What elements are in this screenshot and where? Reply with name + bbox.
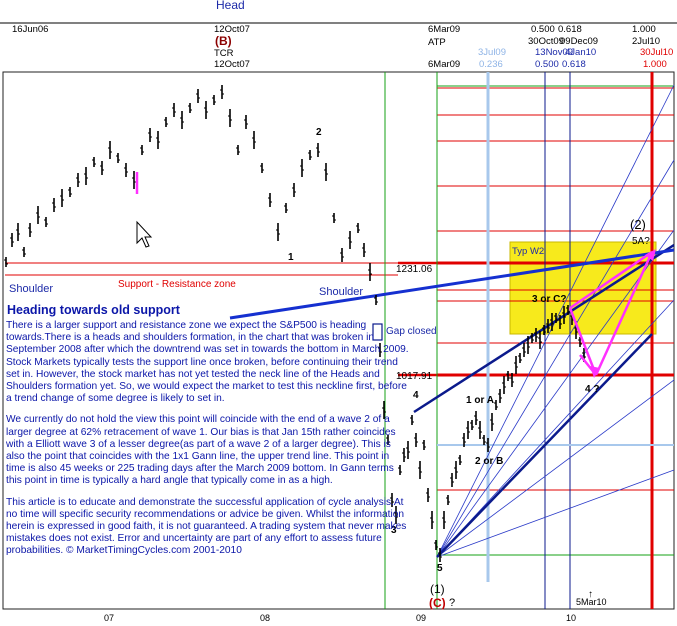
fib-1000-red: 1.000: [643, 59, 667, 70]
gann-fan-line: [436, 159, 675, 558]
wave-2-paren-label: (2): [630, 217, 646, 232]
wave-4-label: 4: [413, 390, 419, 401]
x-tick-07: 07: [104, 613, 114, 623]
projection-arrow: [569, 250, 653, 310]
tcr-label: TCR: [214, 48, 234, 59]
wave-2-or-b-label: 2 or B: [475, 456, 503, 467]
top-date-head: 12Oct07: [214, 24, 250, 35]
fib-1000-top: 1.000: [632, 24, 656, 35]
fib-date-09dec09: 09Dec09: [560, 36, 598, 47]
fib-500-top: 0.500: [531, 24, 555, 35]
x-tick-08: 08: [260, 613, 270, 623]
projection-arrow: [568, 307, 598, 376]
chart-headline: Heading towards old support: [7, 303, 180, 317]
wave-5a-q-label: 5A?: [632, 236, 650, 247]
x-tick-09: 09: [416, 613, 426, 623]
cursor-icon: [136, 220, 153, 248]
commentary-text: There is a larger support and resistance…: [6, 320, 411, 567]
tcr-date: 12Oct07: [214, 59, 250, 70]
gann-fan-line: [436, 469, 675, 558]
wave-4-q-label: 4 ?: [585, 384, 599, 395]
support-zone-label: Support - Resistance zone: [118, 279, 236, 290]
gann-fan-line: [436, 229, 675, 558]
gap-closed-label: Gap closed: [386, 326, 437, 337]
level-1017: 1017.91: [396, 371, 433, 382]
wave-1-paren-label: (1): [430, 582, 445, 596]
wave-c-question: ?: [449, 597, 455, 609]
neckline-trend: [229, 248, 675, 320]
x-tick-10: 10: [566, 613, 576, 623]
wave-1-or-a-label: 1 or A: [466, 395, 494, 406]
fib-date-30oct09: 30Oct09: [528, 36, 564, 47]
gann-fan-line: [436, 379, 675, 558]
fib-618-top: 0.618: [558, 24, 582, 35]
right-shoulder-label: Shoulder: [319, 286, 363, 298]
commentary-paragraph: There is a larger support and resistance…: [6, 320, 409, 405]
gann-fan-line: [436, 299, 675, 558]
fib-date-30jul10: 30Jul10: [640, 47, 673, 58]
projection-arrowhead: [590, 366, 600, 378]
wave-1-label: 1: [288, 252, 294, 263]
fib-date-2jul10: 2Jul10: [632, 36, 660, 47]
fib-618-blue: 0.618: [562, 59, 586, 70]
atp-date-2: 6Mar09: [428, 59, 460, 70]
wave-c-paren-label: (C): [429, 596, 446, 610]
atp-label: ATP: [428, 37, 446, 48]
left-shoulder-label: Shoulder: [9, 283, 53, 295]
head-label: Head: [216, 0, 245, 12]
wave-5-label: 5: [437, 563, 443, 574]
wave-b-label: (B): [215, 34, 232, 48]
wave-3-label: 3: [391, 525, 397, 536]
atp-date-top: 6Mar09: [428, 24, 460, 35]
projection-arrowhead: [645, 249, 656, 261]
commentary-paragraph: We currently do not hold the view this p…: [6, 414, 396, 487]
plot-frame: [2, 71, 675, 610]
channel-lower: [436, 333, 653, 558]
wave-2-label: 2: [316, 127, 322, 138]
mar10-arrow: ↑: [588, 589, 593, 600]
light-ratio: 0.236: [479, 59, 503, 70]
light-date: 3Jul09: [478, 47, 506, 58]
top-date-left: 16Jun06: [12, 24, 48, 35]
level-1231: 1231.06: [396, 264, 433, 275]
projection-arrow: [594, 251, 654, 376]
wave-3-or-c-label: 3 or C?: [532, 294, 566, 305]
gap-box: [372, 323, 383, 341]
fib-500-blue: 0.500: [535, 59, 559, 70]
mar10-label: 5Mar10: [576, 597, 607, 607]
fib-date-13nov09: 13Nov09: [535, 47, 573, 58]
commentary-paragraph: This article is to educate and demonstra…: [6, 496, 407, 557]
fib-date-4jan10: 4Jan10: [565, 47, 596, 58]
typ-w2-label: Typ W2: [512, 246, 544, 257]
